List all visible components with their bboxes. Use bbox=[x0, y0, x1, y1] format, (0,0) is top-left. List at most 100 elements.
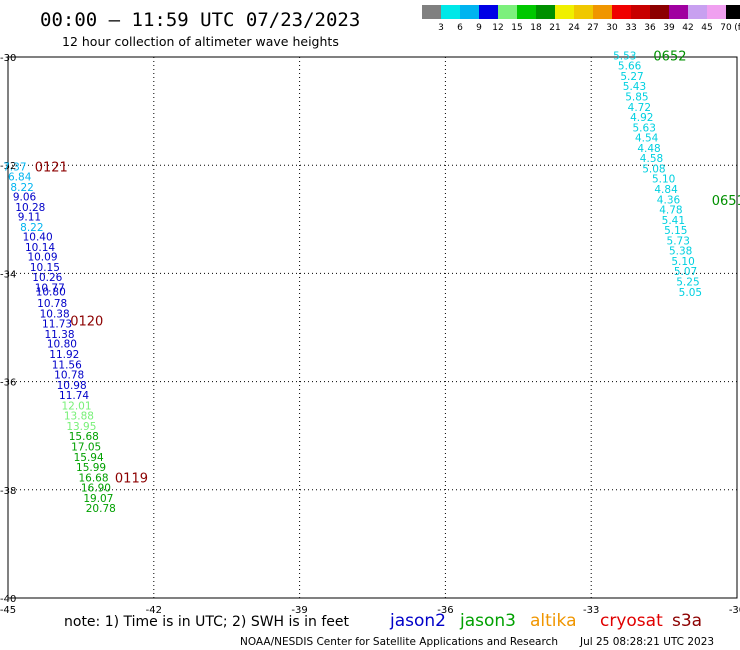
color-swatch bbox=[498, 5, 517, 19]
wave-height-label: 4.36 bbox=[657, 194, 681, 206]
wave-height-label: 11.38 bbox=[44, 329, 74, 341]
color-scale-label: 36 bbox=[644, 23, 656, 33]
wave-height-label: 4.84 bbox=[654, 184, 678, 196]
color-swatch bbox=[726, 5, 740, 19]
wave-height-label: 15.99 bbox=[76, 462, 106, 474]
wave-height-label: 10.28 bbox=[15, 202, 45, 214]
lat-tick-label: -30 bbox=[0, 53, 16, 64]
color-scale-label: 33 bbox=[625, 23, 636, 33]
wave-height-label: 10.80 bbox=[47, 339, 77, 351]
wave-height-label: 4.54 bbox=[635, 133, 659, 145]
wave-height-label: 10.26 bbox=[32, 272, 62, 284]
color-swatch bbox=[574, 5, 593, 19]
wave-height-label: 6.84 bbox=[8, 172, 32, 184]
color-scale-label: 9 bbox=[476, 23, 482, 33]
wave-height-label: 10.78 bbox=[37, 298, 67, 310]
wave-height-label: 10.98 bbox=[57, 380, 87, 392]
color-scale-label: 24 bbox=[568, 23, 580, 33]
lon-tick-label: -30 bbox=[729, 605, 740, 616]
wave-height-label: 5.08 bbox=[642, 163, 665, 175]
color-swatch bbox=[612, 5, 631, 19]
color-swatch bbox=[631, 5, 650, 19]
lon-tick-label: -45 bbox=[0, 605, 16, 616]
time-label: 0120 bbox=[70, 314, 103, 329]
satellite-name: s3a bbox=[672, 611, 702, 631]
wave-height-label: 10.09 bbox=[27, 252, 57, 264]
axis-tick-labels: -45 -42 -39 -36 -33 -30 -30 -32 -34 -36 -38 -40 bbox=[0, 53, 740, 616]
color-swatch bbox=[669, 5, 688, 19]
wave-height-label: 11.73 bbox=[42, 319, 72, 331]
wave-height-label: 5.38 bbox=[669, 246, 692, 258]
wave-height-label: 17.05 bbox=[71, 442, 101, 454]
time-label: 0121 bbox=[35, 160, 68, 175]
color-scale-label: 42 bbox=[682, 23, 693, 33]
wave-height-label: 5.63 bbox=[633, 122, 656, 134]
wave-height-label: 7.37 bbox=[3, 161, 26, 173]
satellite-name: cryosat bbox=[600, 611, 663, 631]
wave-height-label: 5.25 bbox=[676, 277, 699, 289]
color-scale-label: 18 bbox=[530, 23, 542, 33]
color-scale-label: 12 bbox=[492, 23, 503, 33]
lon-tick-label: -36 bbox=[437, 605, 453, 616]
wave-height-label: 13.95 bbox=[66, 421, 96, 433]
color-scale-label: 3 bbox=[438, 23, 444, 33]
wave-height-label: 10.77 bbox=[35, 282, 65, 294]
wave-height-label: 10.40 bbox=[23, 232, 53, 244]
wave-height-label: 10.15 bbox=[30, 262, 60, 274]
lat-tick-label: -38 bbox=[0, 486, 16, 497]
color-swatch bbox=[460, 5, 479, 19]
color-swatch bbox=[536, 5, 555, 19]
wave-height-label: 5.05 bbox=[679, 287, 702, 299]
wave-height-label: 10.80 bbox=[36, 286, 66, 298]
wave-height-label: 5.10 bbox=[652, 174, 675, 186]
lon-tick-label: -33 bbox=[583, 605, 599, 616]
color-scale-label: 15 bbox=[511, 23, 522, 33]
wave-height-label: 5.85 bbox=[625, 91, 648, 103]
footer-timestamp: Jul 25 08:28:21 UTC 2023 bbox=[579, 636, 714, 648]
color-scale-label: 70 bbox=[720, 23, 732, 33]
wave-height-label: 15.94 bbox=[74, 452, 104, 464]
lat-lon-grid bbox=[7, 56, 738, 599]
time-label: 0651 bbox=[712, 194, 740, 209]
wave-height-label: 5.27 bbox=[620, 71, 643, 83]
time-label: 0652 bbox=[653, 49, 686, 64]
wave-height-label: 5.41 bbox=[662, 215, 685, 227]
color-swatch bbox=[593, 5, 612, 19]
plot-frame bbox=[7, 56, 738, 599]
color-scale-label: 30 bbox=[606, 23, 618, 33]
color-scale-label: 27 bbox=[587, 23, 598, 33]
wave-height-label: 10.14 bbox=[25, 242, 55, 254]
wave-height-label: 15.68 bbox=[69, 431, 99, 443]
lat-tick-label: -34 bbox=[0, 269, 16, 280]
wave-height-label: 5.53 bbox=[613, 50, 636, 62]
lon-tick-label: -42 bbox=[146, 605, 162, 616]
wave-height-label: 5.10 bbox=[671, 256, 694, 268]
wave-height-label: 8.22 bbox=[20, 222, 43, 234]
wave-height-label: 5.07 bbox=[674, 266, 697, 278]
time-label: 0119 bbox=[115, 471, 148, 486]
wave-height-label: 5.66 bbox=[618, 61, 642, 73]
footer-credit: NOAA/NESDIS Center for Satellite Applica… bbox=[240, 636, 558, 648]
wave-height-label: 16.68 bbox=[78, 472, 108, 484]
lat-tick-label: -32 bbox=[0, 161, 16, 172]
wave-height-label: 10.38 bbox=[40, 308, 70, 320]
wave-height-label: 20.78 bbox=[86, 503, 116, 515]
wave-height-label: 11.74 bbox=[59, 390, 89, 402]
color-swatch bbox=[650, 5, 669, 19]
color-swatch bbox=[688, 5, 707, 19]
color-scale-label: 21 bbox=[549, 23, 560, 33]
wave-height-label: 5.73 bbox=[667, 235, 690, 247]
lat-tick-label: -40 bbox=[0, 594, 16, 605]
color-swatch bbox=[517, 5, 536, 19]
satellite-name: altika bbox=[530, 611, 577, 631]
color-swatch bbox=[555, 5, 574, 19]
wave-height-label: 16.90 bbox=[81, 483, 111, 495]
altimeter-track-east: 5.535.665.275.435.854.724.925.634.544.48… bbox=[613, 49, 740, 298]
wave-height-label: 11.92 bbox=[49, 349, 79, 361]
wave-height-label: 5.15 bbox=[664, 225, 687, 237]
color-scale-label: 39 bbox=[663, 23, 675, 33]
wave-height-label: 13.88 bbox=[64, 411, 94, 423]
wave-height-label: 10.78 bbox=[54, 370, 84, 382]
